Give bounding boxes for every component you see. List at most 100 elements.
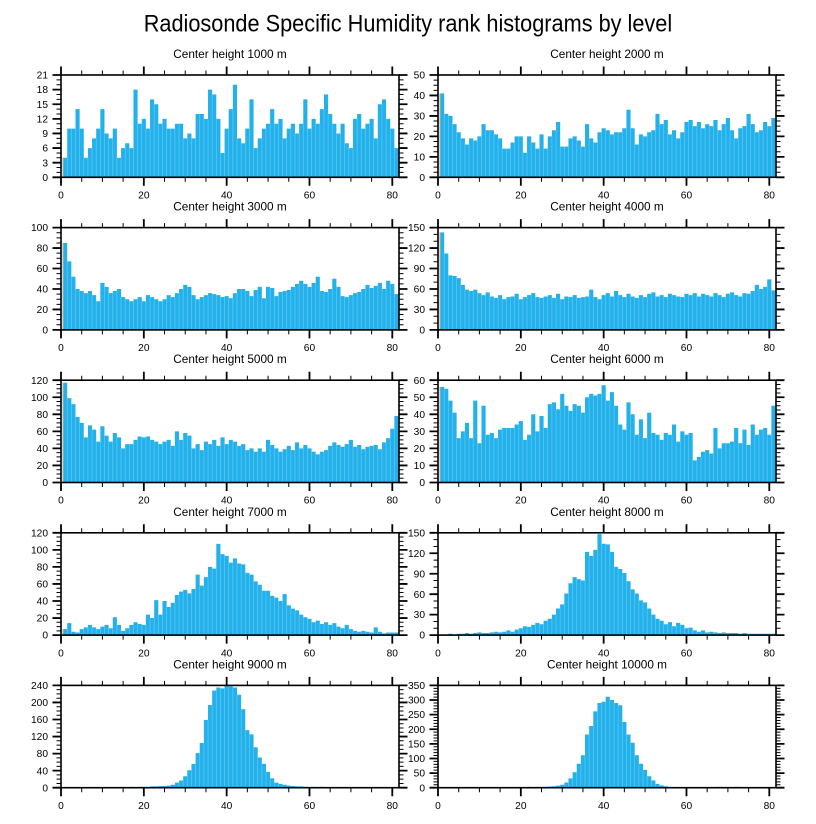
svg-text:40: 40	[221, 801, 233, 812]
svg-text:0: 0	[42, 326, 48, 337]
svg-text:80: 80	[387, 648, 399, 659]
svg-text:20: 20	[515, 801, 527, 812]
svg-text:20: 20	[414, 132, 426, 143]
svg-text:40: 40	[221, 343, 233, 354]
svg-text:60: 60	[681, 648, 693, 659]
svg-text:80: 80	[764, 191, 776, 202]
svg-text:80: 80	[37, 749, 49, 760]
svg-text:0: 0	[419, 478, 425, 489]
svg-text:240: 240	[31, 681, 48, 692]
svg-text:0: 0	[419, 173, 425, 184]
svg-text:Center height 1000 m: Center height 1000 m	[173, 47, 287, 61]
svg-text:6: 6	[42, 144, 48, 155]
svg-text:50: 50	[414, 769, 426, 780]
svg-text:60: 60	[681, 191, 693, 202]
svg-text:150: 150	[408, 739, 425, 750]
svg-text:80: 80	[37, 410, 49, 421]
svg-text:80: 80	[764, 648, 776, 659]
svg-text:60: 60	[304, 496, 316, 507]
svg-text:0: 0	[58, 343, 64, 354]
svg-text:30: 30	[414, 112, 426, 123]
svg-text:50: 50	[414, 71, 426, 82]
svg-text:21: 21	[37, 71, 49, 82]
svg-text:Center height 9000 m: Center height 9000 m	[173, 657, 287, 671]
svg-text:60: 60	[414, 376, 426, 387]
svg-text:120: 120	[31, 732, 48, 743]
svg-text:20: 20	[37, 614, 49, 625]
svg-text:60: 60	[681, 343, 693, 354]
svg-text:0: 0	[58, 801, 64, 812]
svg-text:60: 60	[304, 191, 316, 202]
svg-text:40: 40	[598, 191, 610, 202]
svg-text:Center height 5000 m: Center height 5000 m	[173, 352, 287, 366]
svg-text:15: 15	[37, 100, 49, 111]
svg-text:60: 60	[37, 427, 49, 438]
svg-text:20: 20	[37, 461, 49, 472]
svg-text:200: 200	[408, 725, 425, 736]
svg-text:20: 20	[138, 801, 150, 812]
svg-text:3: 3	[42, 158, 48, 169]
svg-text:40: 40	[414, 91, 426, 102]
svg-text:80: 80	[387, 496, 399, 507]
svg-text:0: 0	[435, 801, 441, 812]
svg-text:Radiosonde Specific Humidity r: Radiosonde Specific Humidity rank histog…	[144, 10, 673, 37]
svg-text:9: 9	[42, 129, 48, 140]
svg-text:Center height 7000 m: Center height 7000 m	[173, 505, 287, 519]
svg-text:80: 80	[764, 343, 776, 354]
svg-text:Center height 10000 m: Center height 10000 m	[547, 657, 667, 671]
svg-text:120: 120	[408, 244, 425, 255]
svg-text:90: 90	[414, 569, 426, 580]
svg-text:20: 20	[138, 343, 150, 354]
svg-text:18: 18	[37, 85, 49, 96]
svg-text:40: 40	[414, 410, 426, 421]
svg-text:40: 40	[221, 496, 233, 507]
svg-text:160: 160	[31, 715, 48, 726]
svg-text:100: 100	[31, 223, 48, 234]
svg-text:Center height 4000 m: Center height 4000 m	[550, 200, 664, 214]
svg-text:0: 0	[435, 648, 441, 659]
svg-text:30: 30	[414, 305, 426, 316]
svg-text:40: 40	[221, 191, 233, 202]
svg-text:20: 20	[414, 444, 426, 455]
svg-text:Center height 3000 m: Center height 3000 m	[173, 200, 287, 214]
svg-text:0: 0	[42, 173, 48, 184]
svg-text:60: 60	[37, 580, 49, 591]
svg-text:0: 0	[435, 496, 441, 507]
svg-text:120: 120	[31, 528, 48, 539]
svg-text:20: 20	[515, 496, 527, 507]
svg-text:0: 0	[58, 191, 64, 202]
svg-text:20: 20	[37, 305, 49, 316]
svg-text:60: 60	[414, 285, 426, 296]
svg-text:80: 80	[387, 191, 399, 202]
svg-text:0: 0	[42, 478, 48, 489]
svg-text:60: 60	[414, 590, 426, 601]
svg-text:80: 80	[387, 343, 399, 354]
svg-text:80: 80	[37, 563, 49, 574]
svg-text:80: 80	[37, 244, 49, 255]
svg-text:350: 350	[408, 681, 425, 692]
svg-text:40: 40	[598, 343, 610, 354]
svg-text:80: 80	[764, 496, 776, 507]
svg-text:40: 40	[37, 444, 49, 455]
svg-text:80: 80	[387, 801, 399, 812]
svg-text:30: 30	[414, 610, 426, 621]
svg-text:0: 0	[42, 631, 48, 642]
svg-text:0: 0	[42, 783, 48, 794]
svg-text:20: 20	[515, 648, 527, 659]
svg-text:20: 20	[138, 648, 150, 659]
svg-text:60: 60	[37, 264, 49, 275]
svg-text:150: 150	[408, 223, 425, 234]
svg-text:40: 40	[37, 597, 49, 608]
svg-text:60: 60	[681, 801, 693, 812]
svg-text:80: 80	[764, 801, 776, 812]
svg-text:60: 60	[304, 801, 316, 812]
svg-text:40: 40	[221, 648, 233, 659]
svg-text:0: 0	[419, 783, 425, 794]
svg-text:Center height 8000 m: Center height 8000 m	[550, 505, 664, 519]
svg-text:Center height 6000 m: Center height 6000 m	[550, 352, 664, 366]
svg-text:40: 40	[598, 801, 610, 812]
svg-text:0: 0	[435, 191, 441, 202]
svg-text:40: 40	[37, 285, 49, 296]
svg-text:60: 60	[304, 343, 316, 354]
svg-text:100: 100	[31, 393, 48, 404]
